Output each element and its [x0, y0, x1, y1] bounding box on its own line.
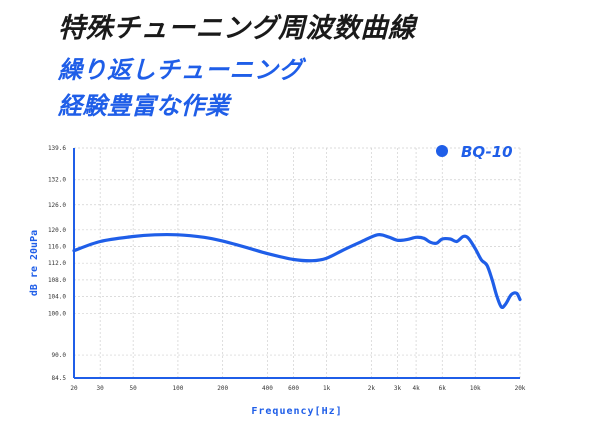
x-tick-label: 20	[70, 385, 78, 392]
x-axis-title: Frequency[Hz]	[251, 406, 342, 417]
x-tick-label: 6k	[439, 385, 447, 392]
x-tick-label: 1k	[323, 385, 331, 392]
x-tick-label: 200	[217, 385, 228, 392]
x-tick-label: 30	[97, 385, 105, 392]
y-tick-label: 90.0	[52, 352, 67, 359]
page-title: 特殊チューニング周波数曲線	[58, 13, 416, 44]
x-tick-label: 600	[288, 385, 299, 392]
subtitle-line-1: 繰り返しチューニング	[58, 56, 303, 84]
y-tick-label: 116.0	[48, 244, 66, 251]
y-axis-title: dB re 20uPa	[29, 230, 40, 296]
y-tick-label: 100.0	[48, 310, 66, 317]
y-tick-label: 126.0	[48, 202, 66, 209]
x-tick-labels: 20 30 50 100 200 400 600 1k 2k 3k 4k 6k 10k 20k	[70, 385, 525, 392]
x-tick-label: 2k	[368, 385, 376, 392]
x-tick-label: 100	[172, 385, 183, 392]
chart-legend: BQ-10	[436, 143, 513, 161]
y-tick-label: 132.0	[48, 177, 66, 184]
y-tick-label: 112.0	[48, 260, 66, 267]
x-tick-label: 4k	[412, 385, 420, 392]
y-tick-labels: 84.5 90.0 100.0 104.0 108.0 112.0 116.0 120.0 12…	[48, 145, 66, 382]
series-line-bq10	[72, 232, 522, 309]
subtitle-line-2: 経験豊富な作業	[58, 92, 230, 120]
x-tick-label: 400	[262, 385, 273, 392]
chart-grid	[74, 147, 521, 378]
x-tick-label: 50	[130, 385, 138, 392]
x-tick-label: 3k	[394, 385, 402, 392]
y-tick-label: 120.0	[48, 227, 66, 234]
y-tick-label: 139.6	[48, 145, 66, 152]
y-tick-label: 104.0	[48, 294, 66, 301]
legend-marker-bq10	[436, 145, 448, 157]
x-tick-label: 20k	[515, 385, 526, 392]
legend-label-bq10: BQ-10	[461, 143, 513, 161]
y-tick-label: 84.5	[52, 375, 67, 382]
y-tick-label: 108.0	[48, 277, 66, 284]
x-tick-label: 10k	[470, 385, 481, 392]
